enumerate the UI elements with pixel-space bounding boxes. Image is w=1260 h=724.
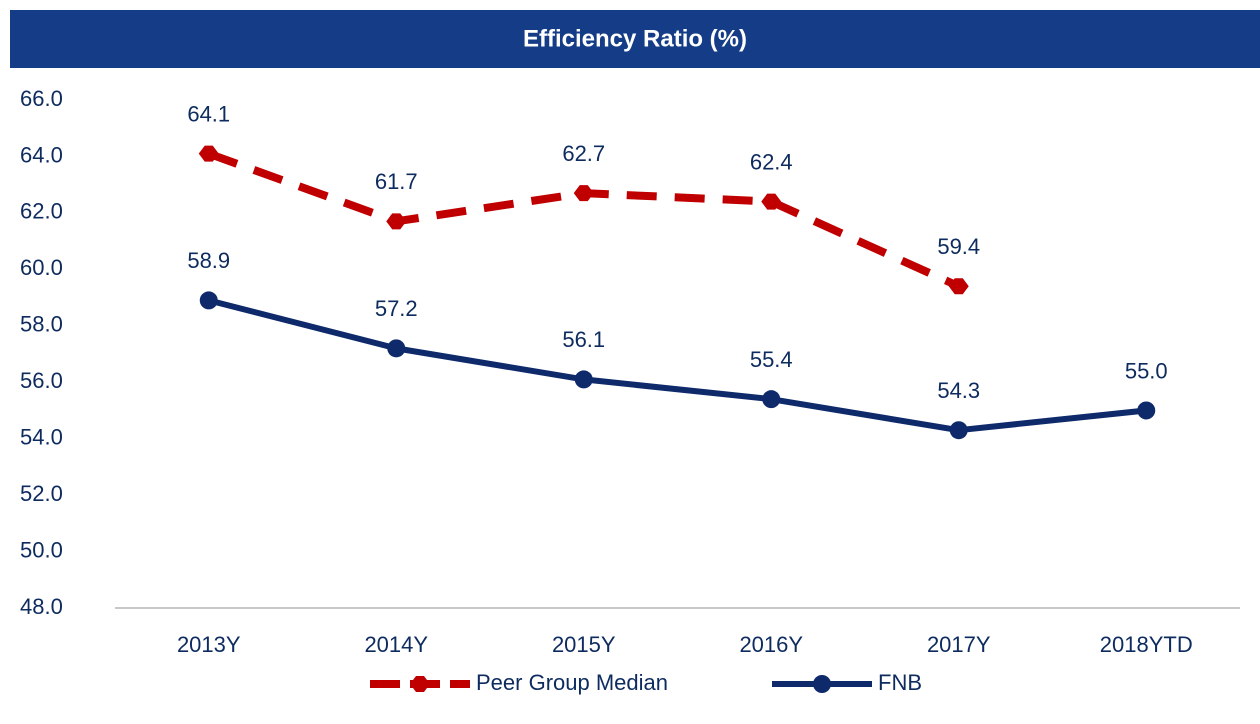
- data-label: 55.0: [1125, 358, 1168, 383]
- data-label: 54.3: [937, 378, 980, 403]
- legend-label: FNB: [878, 670, 922, 695]
- data-label: 64.1: [187, 101, 230, 126]
- data-label: 55.4: [750, 347, 793, 372]
- y-tick-label: 48.0: [20, 594, 63, 619]
- chart-title: Efficiency Ratio (%): [523, 25, 747, 52]
- legend-label: Peer Group Median: [476, 670, 668, 695]
- data-label: 58.9: [187, 248, 230, 273]
- point: [761, 193, 782, 210]
- y-tick-label: 62.0: [20, 199, 63, 224]
- point: [387, 339, 406, 358]
- y-tick-label: 60.0: [20, 255, 63, 280]
- data-label: 56.1: [562, 327, 605, 352]
- point: [762, 390, 781, 409]
- point: [949, 421, 968, 440]
- x-tick-label: 2017Y: [927, 632, 991, 657]
- data-label: 62.4: [750, 149, 793, 174]
- y-tick-label: 52.0: [20, 481, 63, 506]
- data-label: 57.2: [375, 296, 418, 321]
- point: [573, 185, 594, 202]
- point: [574, 370, 593, 389]
- x-tick-label: 2018YTD: [1100, 632, 1193, 657]
- x-tick-label: 2013Y: [177, 632, 241, 657]
- point: [948, 278, 969, 295]
- y-tick-label: 50.0: [20, 537, 63, 562]
- point: [199, 291, 218, 310]
- point: [198, 145, 219, 162]
- series-line: [207, 149, 961, 290]
- data-label: 59.4: [937, 234, 980, 259]
- x-tick-label: 2015Y: [552, 632, 616, 657]
- y-tick-label: 58.0: [20, 312, 63, 337]
- x-tick-label: 2014Y: [364, 632, 428, 657]
- legend-marker: [410, 676, 430, 692]
- y-tick-label: 56.0: [20, 368, 63, 393]
- legend-marker: [813, 675, 831, 693]
- x-tick-label: 2016Y: [739, 632, 803, 657]
- title-bar: [10, 10, 1260, 68]
- y-tick-label: 66.0: [20, 86, 63, 111]
- point: [386, 213, 407, 230]
- y-tick-label: 64.0: [20, 142, 63, 167]
- series-line: [208, 297, 1147, 434]
- y-tick-label: 54.0: [20, 424, 63, 449]
- data-label: 61.7: [375, 169, 418, 194]
- data-label: 62.7: [562, 141, 605, 166]
- point: [1137, 401, 1156, 420]
